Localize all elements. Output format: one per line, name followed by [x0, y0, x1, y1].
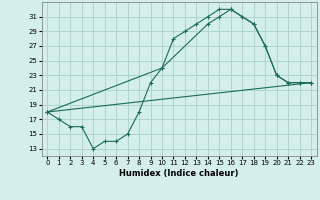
X-axis label: Humidex (Indice chaleur): Humidex (Indice chaleur)	[119, 169, 239, 178]
